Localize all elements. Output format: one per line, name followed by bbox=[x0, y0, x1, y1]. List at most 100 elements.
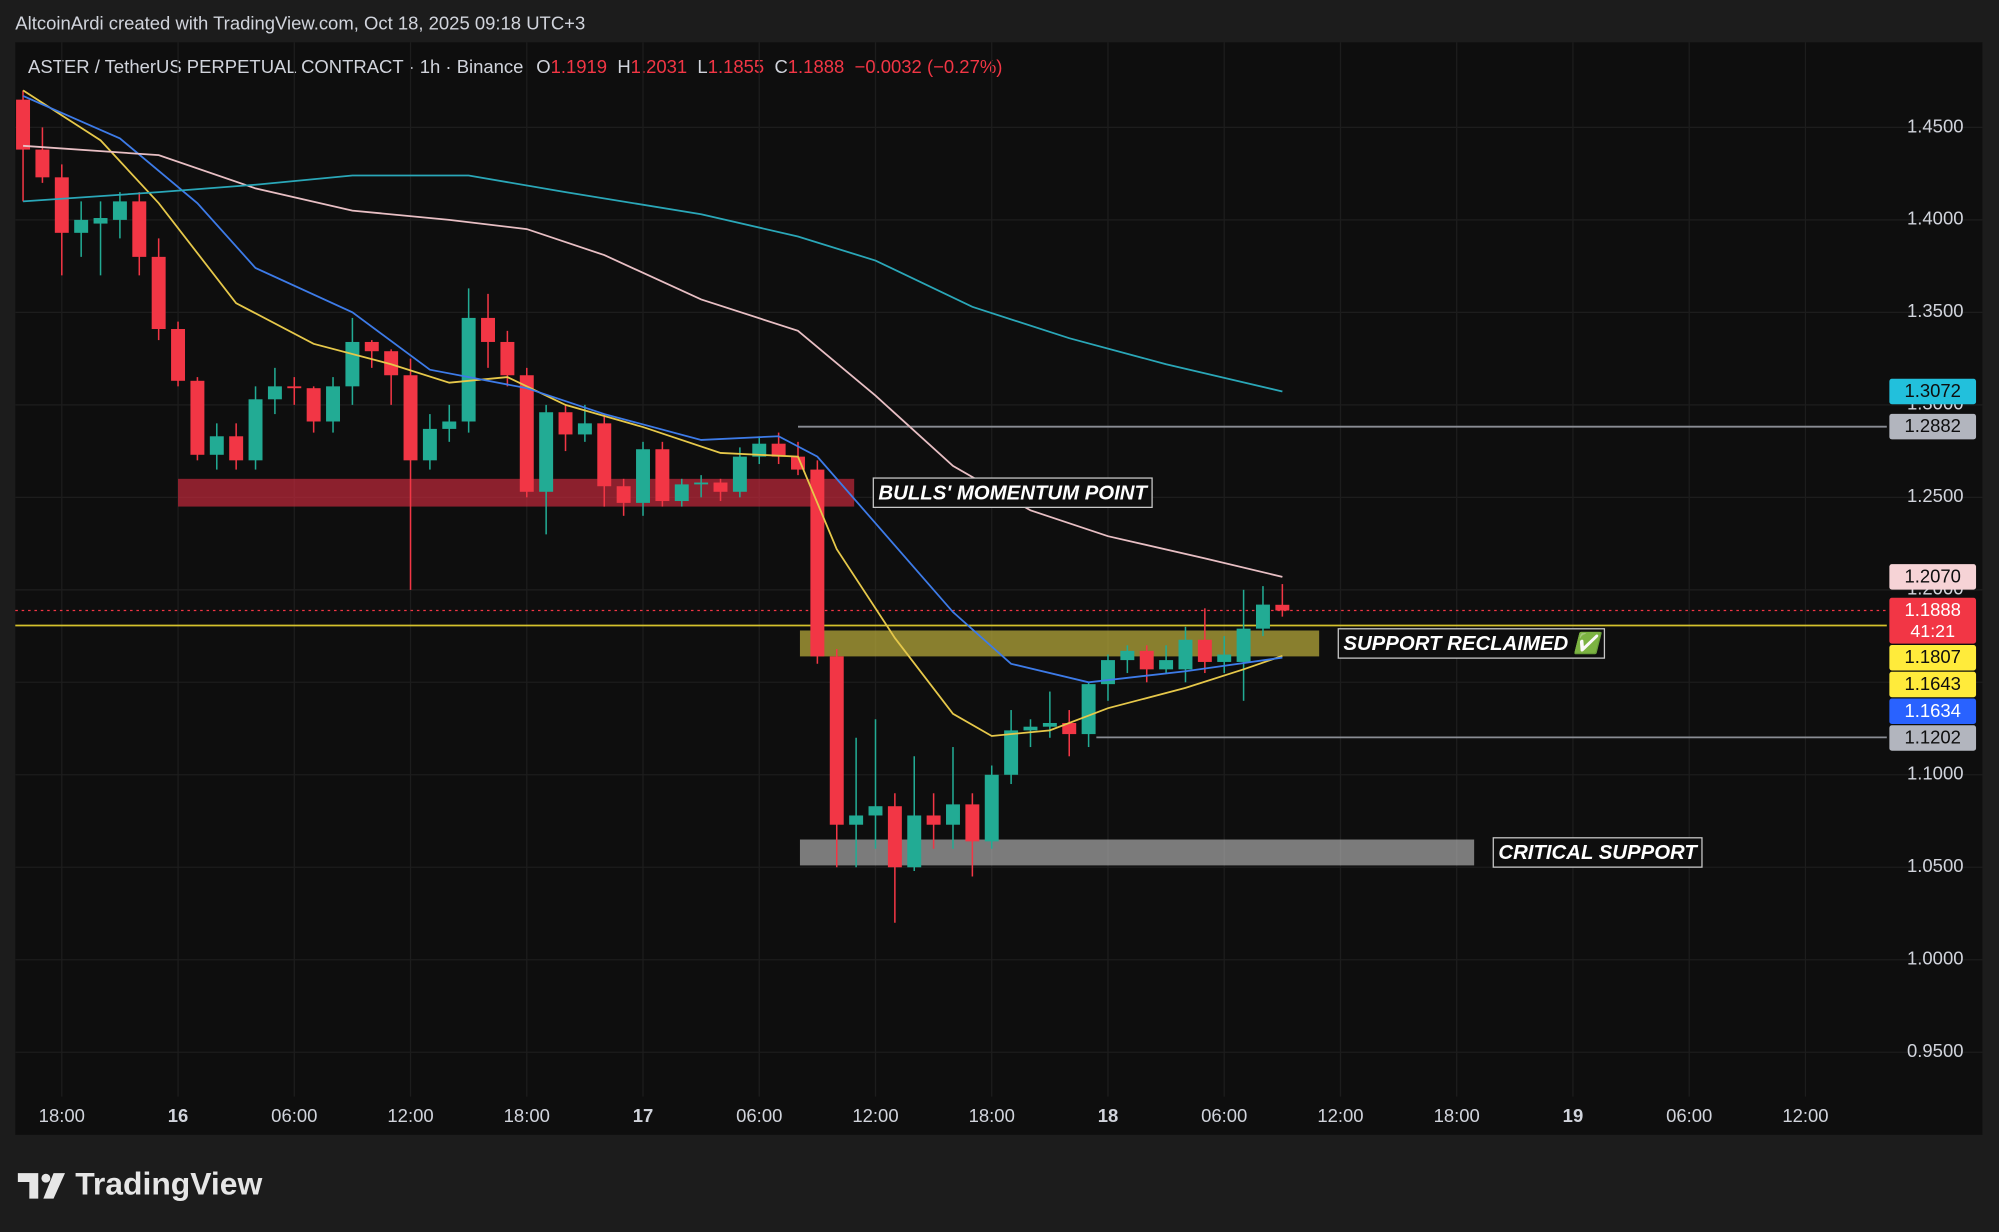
candle-body bbox=[403, 375, 418, 461]
price-tag bbox=[1889, 725, 1977, 751]
x-tick-label: 18:00 bbox=[1434, 1105, 1480, 1126]
symbol: ASTER / TetherUS PERPETUAL CONTRACT · 1h… bbox=[28, 56, 523, 77]
x-tick-label: 18:00 bbox=[39, 1105, 85, 1126]
x-tick-label: 06:00 bbox=[736, 1105, 782, 1126]
price-tag-label: 1.2882 bbox=[1904, 415, 1961, 436]
candle-body bbox=[364, 341, 379, 352]
ohlc-value: 1.1919 bbox=[551, 56, 607, 77]
price-tag-label: 1.1807 bbox=[1904, 646, 1961, 667]
brand-logo bbox=[17, 1173, 66, 1199]
candle-body bbox=[1120, 650, 1135, 661]
change: −0.0032 bbox=[855, 56, 922, 77]
candle-body bbox=[112, 201, 127, 220]
countdown: 41:21 bbox=[1910, 621, 1955, 641]
price-tag-label: 1.3072 bbox=[1904, 380, 1961, 401]
x-tick-label: 19 bbox=[1563, 1105, 1584, 1126]
candle-body bbox=[1236, 628, 1251, 662]
candle-body bbox=[558, 412, 573, 435]
candle-body bbox=[1197, 639, 1212, 662]
candle-body bbox=[171, 329, 186, 381]
candle-body bbox=[267, 386, 282, 400]
candle-body bbox=[248, 399, 263, 461]
ohlc-key: C bbox=[774, 56, 787, 77]
credit: AltcoinArdi created with TradingView.com… bbox=[15, 12, 585, 33]
candle-body bbox=[461, 317, 476, 422]
x-tick-label: 12:00 bbox=[1782, 1105, 1828, 1126]
candle-body bbox=[984, 774, 999, 842]
change-pct: (−0.27%) bbox=[927, 56, 1002, 77]
candle-body bbox=[519, 375, 534, 492]
x-tick-label: 16 bbox=[168, 1105, 189, 1126]
ohlc-value: 1.2031 bbox=[631, 56, 688, 77]
brand: TradingView bbox=[75, 1165, 262, 1201]
ohlc-value: 1.1888 bbox=[788, 56, 845, 77]
candle-body bbox=[868, 806, 883, 816]
y-tick-label: 1.2500 bbox=[1907, 485, 1964, 506]
y-tick-label: 1.4500 bbox=[1907, 115, 1964, 136]
candle-body bbox=[674, 484, 689, 502]
ohlc-key: O bbox=[536, 56, 550, 77]
x-tick-label: 06:00 bbox=[1201, 1105, 1247, 1126]
candle-body bbox=[35, 149, 50, 178]
y-tick-label: 1.4000 bbox=[1907, 208, 1964, 229]
y-tick-label: 1.0500 bbox=[1907, 855, 1964, 876]
price-tag-label: 1.1634 bbox=[1904, 700, 1961, 721]
x-tick-label: 17 bbox=[633, 1105, 654, 1126]
candle-body bbox=[965, 804, 980, 842]
price-tag-label: 1.1643 bbox=[1904, 673, 1961, 694]
moving-average bbox=[22, 89, 1283, 737]
x-tick-label: 12:00 bbox=[852, 1105, 898, 1126]
candle-body bbox=[713, 482, 728, 492]
price-tag bbox=[1889, 671, 1977, 698]
candle-body bbox=[345, 341, 360, 387]
candle-body bbox=[1062, 722, 1077, 735]
candle-body bbox=[810, 469, 825, 657]
chart-panel bbox=[15, 42, 1983, 1135]
annotation: BULLS' MOMENTUM POINT bbox=[878, 482, 1148, 504]
x-tick-label: 06:00 bbox=[271, 1105, 317, 1126]
candle-body bbox=[926, 815, 941, 825]
candle-body bbox=[481, 317, 495, 342]
legend: ASTER / TetherUS PERPETUAL CONTRACT · 1h… bbox=[28, 56, 1002, 77]
price-tag bbox=[1889, 413, 1977, 440]
price-tag-label: 1.1202 bbox=[1904, 727, 1961, 748]
candle-body bbox=[74, 219, 89, 233]
price-tag-label: 1.2070 bbox=[1904, 565, 1961, 586]
candle-body bbox=[54, 177, 69, 233]
candle-body bbox=[229, 436, 244, 461]
candle-body bbox=[1081, 684, 1096, 735]
ohlc-key: L bbox=[697, 56, 707, 77]
candle-body bbox=[16, 99, 31, 150]
candle-body bbox=[151, 256, 166, 330]
x-tick-label: 18:00 bbox=[504, 1105, 550, 1126]
zone bbox=[178, 478, 855, 507]
candle-body bbox=[771, 443, 786, 457]
candle-body bbox=[1178, 639, 1193, 670]
y-tick-label: 1.0000 bbox=[1907, 948, 1964, 969]
candle-body bbox=[326, 386, 341, 422]
candle-body bbox=[849, 815, 864, 825]
annotation: CRITICAL SUPPORT bbox=[1498, 842, 1698, 864]
price-tag bbox=[1889, 698, 1977, 724]
candle-body bbox=[616, 486, 631, 503]
candle-body bbox=[1159, 660, 1174, 670]
zone bbox=[799, 630, 1320, 657]
candle-body bbox=[209, 436, 224, 455]
candle-body bbox=[422, 428, 437, 461]
candle-body bbox=[577, 423, 592, 435]
annotation-box bbox=[1492, 837, 1703, 868]
x-tick-label: 18:00 bbox=[969, 1105, 1015, 1126]
candle-body bbox=[1101, 660, 1115, 685]
price-tag bbox=[1889, 378, 1977, 405]
candle-body bbox=[1217, 654, 1232, 662]
annotation-box bbox=[872, 477, 1153, 509]
moving-average bbox=[22, 95, 1283, 684]
price-tag bbox=[1889, 564, 1977, 590]
y-tick-label: 1.1000 bbox=[1907, 763, 1964, 784]
candle-body bbox=[132, 201, 147, 257]
candle-body bbox=[946, 804, 960, 825]
y-tick-label: 1.3500 bbox=[1907, 300, 1964, 321]
moving-average bbox=[23, 144, 1283, 578]
candle-body bbox=[539, 412, 554, 492]
